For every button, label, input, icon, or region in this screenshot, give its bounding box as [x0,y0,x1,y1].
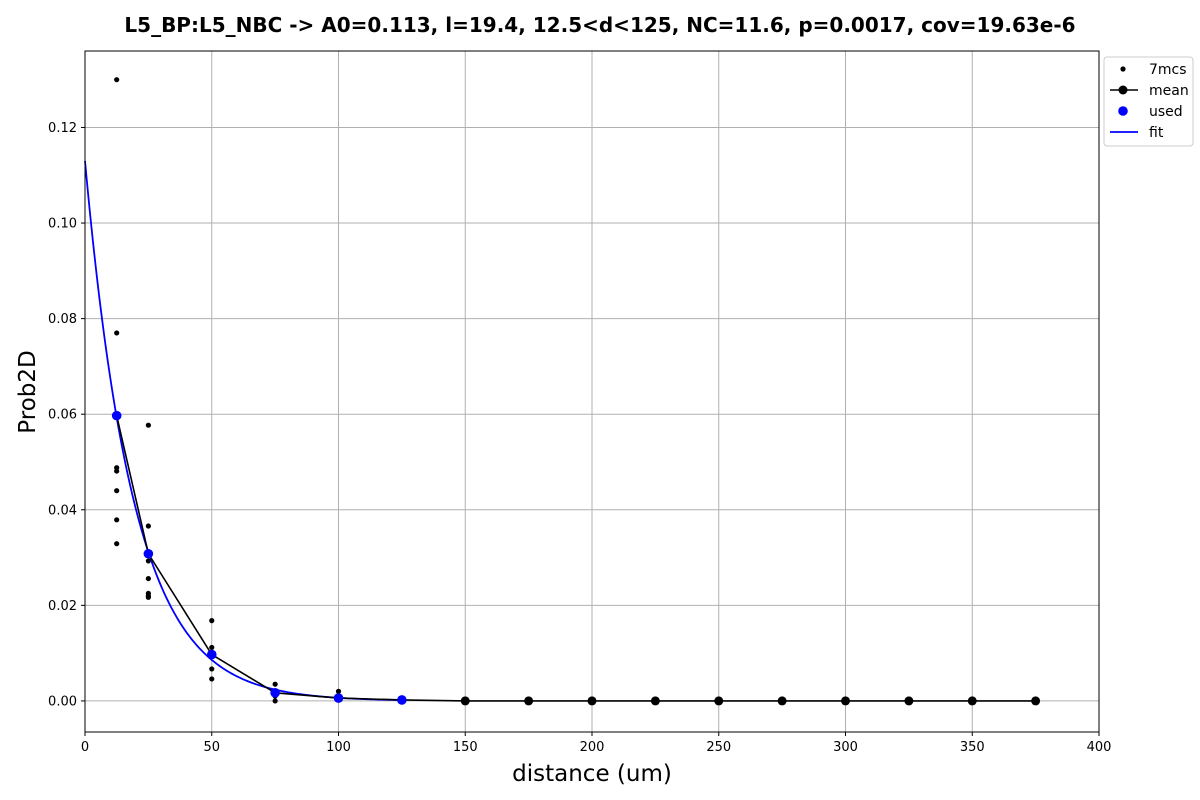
x-ticks: 0 50 100 150 200 250 300 350 400 [81,732,1112,755]
mean-layer [112,411,1041,706]
scatter-point [145,422,151,428]
legend-marker-used [1118,106,1128,116]
used-point [111,410,122,421]
scatter-point [272,681,278,687]
mean-point [967,696,977,706]
mean-point [587,696,597,706]
x-tick-label: 350 [960,740,985,755]
legend: 7mcs mean used fit [1103,56,1194,147]
used-point [206,649,217,660]
scatter-layer [114,77,405,704]
x-tick-label: 200 [580,740,605,755]
fit-curve [84,160,402,701]
mean-point [460,696,470,706]
legend-box [1103,56,1194,147]
mean-point [841,696,850,706]
mean-point [650,696,660,706]
scatter-point [114,488,120,494]
y-tick-label: 0.06 [48,408,77,423]
grid [84,51,1100,732]
used-point [397,695,407,705]
legend-label-fit: fit [1149,125,1164,141]
scatter-point [209,676,215,682]
scatter-point [272,698,278,704]
used-layer [111,410,407,705]
y-tick-label: 0.00 [48,694,77,709]
chart-title: L5_BP:L5_NBC -> A0=0.113, l=19.4, 12.5<d… [124,13,1075,37]
x-tick-label: 400 [1087,740,1112,755]
legend-label-7mcs: 7mcs [1149,62,1187,78]
y-tick-label: 0.12 [48,121,77,136]
x-axis-label: distance (um) [512,761,672,787]
legend-marker-mean [1118,85,1128,95]
x-tick-label: 0 [81,740,89,755]
scatter-point [145,523,151,529]
scatter-point [145,575,151,582]
scatter-point [209,618,215,624]
used-point [333,693,344,703]
scatter-point [209,666,215,672]
scatter-point [114,541,120,547]
used-point [270,688,280,698]
y-axis-label: Prob2D [15,350,41,433]
x-tick-label: 50 [203,740,220,755]
scatter-point [145,558,151,564]
mean-point [904,696,914,706]
y-tick-label: 0.02 [48,599,77,614]
scatter-point [114,517,120,523]
mean-point [1031,696,1041,706]
y-ticks: 0.00 0.02 0.04 0.06 0.08 0.10 0.12 [48,121,85,709]
mean-line [115,415,1036,702]
legend-label-mean: mean [1149,83,1189,99]
scatter-point [145,594,151,600]
fit-layer [84,160,402,701]
y-tick-label: 0.04 [48,503,77,518]
mean-point [777,696,787,706]
x-tick-label: 100 [326,740,351,755]
y-tick-label: 0.08 [48,312,77,327]
scatter-point [209,644,215,651]
x-tick-label: 250 [706,740,731,755]
scatter-point [114,77,120,83]
scatter-point [114,468,120,474]
x-tick-label: 150 [453,740,478,755]
mean-point [524,696,534,706]
y-tick-label: 0.10 [48,217,77,232]
x-tick-label: 300 [833,740,858,755]
scatter-point [114,330,120,336]
legend-label-used: used [1149,104,1183,120]
mean-point [714,696,724,706]
legend-marker-7mcs [1120,66,1126,72]
scatter-point [335,688,342,694]
used-point [143,548,154,559]
